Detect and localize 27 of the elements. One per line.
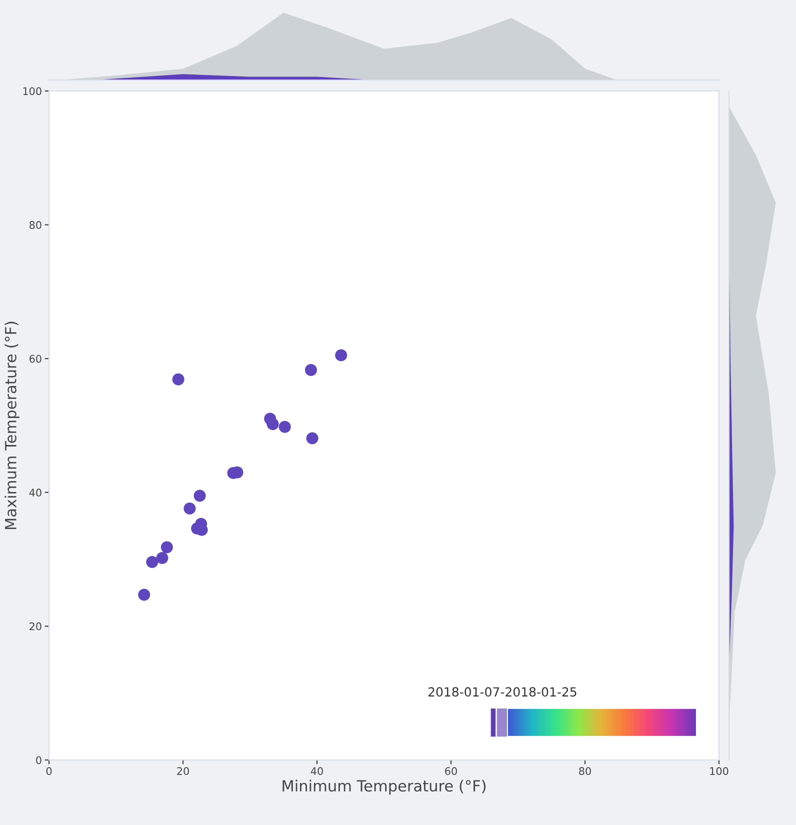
y-axis-title: Maximum Temperature (°F)	[4, 322, 20, 530]
point	[184, 502, 196, 514]
point	[146, 556, 158, 568]
point	[335, 349, 348, 362]
x-tick-label: 40	[310, 767, 323, 776]
x-tick-label: 60	[445, 767, 457, 776]
y-tick-label: 100	[23, 87, 42, 96]
point	[304, 364, 317, 376]
x-tick-label: 0	[46, 767, 52, 776]
y-tick-label: 80	[30, 221, 42, 229]
x-axis-title: Minimum Temperature (°F)	[282, 780, 486, 795]
y-tick-label: 0	[36, 756, 42, 764]
point	[194, 490, 206, 502]
x-tick-label: 80	[579, 767, 591, 776]
point	[138, 588, 150, 601]
point	[266, 418, 279, 430]
y-tick-label: 60	[30, 354, 42, 363]
y-tick-label: 20	[30, 622, 42, 630]
point	[306, 432, 318, 444]
x-tick-label: 20	[177, 767, 189, 776]
x-tick-label: 100	[710, 767, 728, 776]
point	[278, 420, 291, 433]
annotation: 2018-01-07-2018-01-25	[428, 687, 576, 697]
y-tick-label: 40	[29, 488, 42, 497]
point	[156, 552, 168, 564]
point	[160, 541, 173, 554]
point	[172, 373, 184, 386]
